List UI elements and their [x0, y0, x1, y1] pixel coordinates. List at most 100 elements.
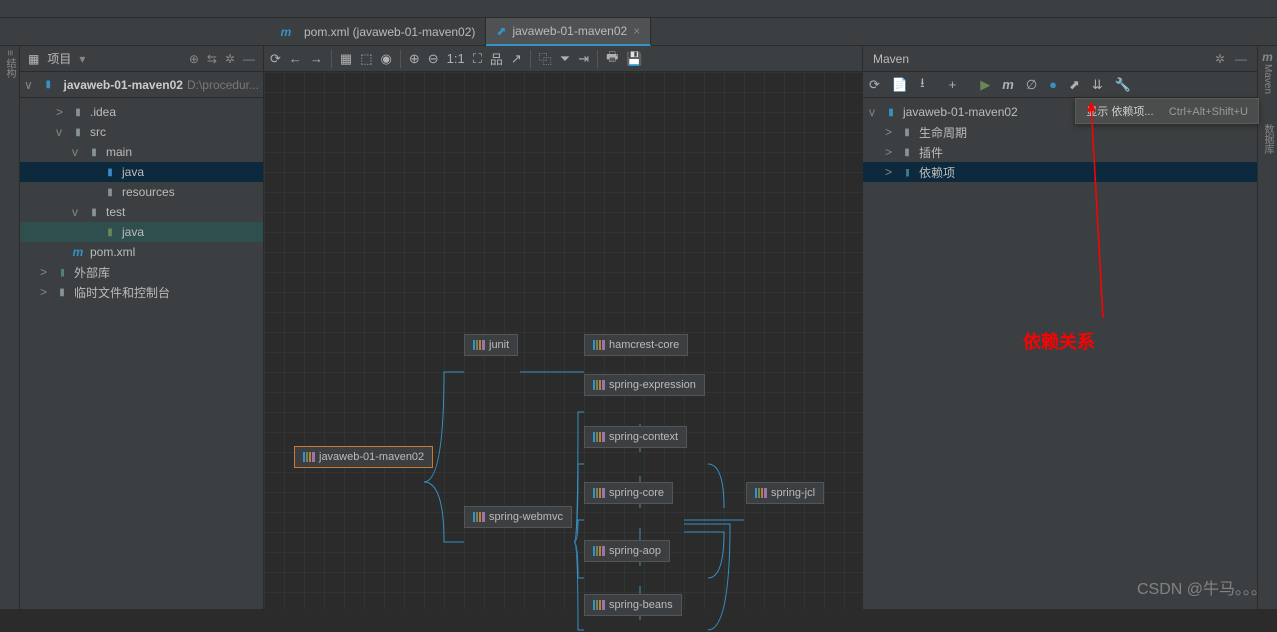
hide-icon[interactable]: — — [1235, 52, 1247, 66]
gutter-db[interactable]: 数据库 — [1260, 124, 1275, 154]
download-icon[interactable]: ⭳ — [920, 74, 925, 96]
tree-item[interactable]: resources — [20, 182, 263, 202]
maven-icon — [278, 24, 294, 40]
project-tree[interactable]: >.ideavsrcvmainjavaresourcesvtestjavapom… — [20, 98, 263, 609]
fitw-icon[interactable]: ⛶ — [473, 51, 482, 67]
structure-icon[interactable]: ≡ — [4, 50, 15, 56]
bc-name: javaweb-01-maven02 — [64, 78, 183, 92]
reload-icon[interactable]: ⟳ — [869, 77, 880, 93]
sel-icon[interactable]: ⬚ — [360, 51, 372, 67]
maven-icon[interactable]: m — [1262, 50, 1273, 64]
tree-item[interactable]: vsrc — [20, 122, 263, 142]
tooltip-text: 显示 依赖项... — [1086, 106, 1153, 118]
main-layout: ≡ 结构 ▦ 项目 ▾ ⊕ ⇆ ✲ — ∨ javaweb-01-maven02… — [0, 46, 1277, 609]
right-gutter[interactable]: m Maven 数据库 — [1257, 46, 1277, 609]
diagram-node-aop[interactable]: spring-aop — [584, 540, 670, 562]
right-area: Maven ✲ — ⟳ 📄 ⭳ + ▶ m ∅ ● ⬈ ⇊ 🔧 — [862, 46, 1277, 609]
gear-icon[interactable]: ✲ — [225, 52, 235, 66]
diagram-node-expr[interactable]: spring-expression — [584, 374, 705, 396]
left-gutter[interactable]: ≡ 结构 — [0, 46, 20, 609]
layout-icon[interactable]: 品 — [490, 49, 503, 68]
tree-item[interactable]: java — [20, 162, 263, 182]
tree-item[interactable]: >.idea — [20, 102, 263, 122]
maven-item[interactable]: >生命周期 — [863, 122, 1257, 142]
dropdown-icon[interactable]: ▾ — [79, 52, 85, 66]
add-icon[interactable]: + — [949, 77, 957, 92]
target-icon[interactable]: ⊕ — [189, 52, 199, 66]
back-icon[interactable]: ← — [289, 51, 302, 66]
m-icon[interactable]: m — [1002, 77, 1014, 92]
project-icon: ▦ — [28, 52, 39, 66]
fwd-icon[interactable]: → — [310, 51, 323, 66]
collapse-icon[interactable]: ⇊ — [1092, 77, 1103, 93]
hide-icon[interactable]: — — [243, 52, 255, 66]
run-icon[interactable]: ▶ — [980, 77, 990, 93]
eye-icon[interactable]: ◉ — [381, 51, 392, 67]
export-icon[interactable]: ⇥ — [578, 51, 589, 67]
tree-item[interactable]: vtest — [20, 202, 263, 222]
module-icon — [41, 77, 55, 93]
skip-icon[interactable]: ∅ — [1026, 77, 1037, 93]
tooltip: 显示 依赖项... Ctrl+Alt+Shift+U — [1075, 98, 1259, 124]
filter-icon[interactable]: ⏷ — [560, 51, 570, 67]
tab-label: pom.xml (javaweb-01-maven02) — [304, 25, 475, 39]
editor-tabs: pom.xml (javaweb-01-maven02) ⬈ javaweb-0… — [0, 18, 1277, 46]
tree-item[interactable]: vmain — [20, 142, 263, 162]
print-icon[interactable]: 🖶 — [606, 48, 618, 70]
chevron-down-icon[interactable]: ∨ — [24, 78, 33, 92]
diagram-node-hamcrest[interactable]: hamcrest-core — [584, 334, 688, 356]
tree-item[interactable]: pom.xml — [20, 242, 263, 262]
tooltip-shortcut: Ctrl+Alt+Shift+U — [1169, 106, 1248, 118]
diagram-edges — [264, 72, 834, 632]
titlebar — [0, 0, 1277, 18]
expand-icon[interactable]: ⇆ — [207, 52, 217, 66]
offline-icon[interactable]: ● — [1049, 77, 1057, 92]
breadcrumb: ∨ javaweb-01-maven02 D:\procedur... — [20, 72, 263, 98]
save-icon[interactable]: 💾 — [626, 51, 642, 67]
gutter-maven[interactable]: Maven — [1262, 64, 1273, 94]
show-deps-icon[interactable]: ⬈ — [1069, 77, 1080, 93]
diagram-node-jcl[interactable]: spring-jcl — [746, 482, 824, 504]
bc-path: D:\procedur... — [187, 78, 259, 92]
maven-toolbar: ⟳ 📄 ⭳ + ▶ m ∅ ● ⬈ ⇊ 🔧 — [863, 72, 1257, 98]
watermark: CSDN @牛马。。。 — [1137, 575, 1267, 599]
copy-icon[interactable]: ⿻ — [539, 49, 552, 68]
diagram-node-ctx[interactable]: spring-context — [584, 426, 687, 448]
project-panel: ▦ 项目 ▾ ⊕ ⇆ ✲ — ∨ javaweb-01-maven02 D:\p… — [20, 46, 264, 609]
generate-icon[interactable]: 📄 — [892, 77, 908, 93]
zoomout-icon[interactable]: ⊖ — [428, 51, 439, 67]
tab-pom[interactable]: pom.xml (javaweb-01-maven02) — [264, 18, 486, 46]
diagram-node-junit[interactable]: junit — [464, 334, 518, 356]
diagram-node-beans[interactable]: spring-beans — [584, 594, 682, 616]
zoomin-icon[interactable]: ⊕ — [409, 51, 420, 67]
diagram-node-root[interactable]: javaweb-01-maven02 — [294, 446, 433, 468]
diagram-toolbar: ⟳ ← → ▦ ⬚ ◉ ⊕ ⊖ 1:1 ⛶ 品 ↗ ⿻ ⏷ ⇥ 🖶 💾 — [264, 46, 862, 72]
maven-header: Maven ✲ — — [863, 46, 1257, 72]
gutter-label[interactable]: 结构 — [2, 58, 17, 78]
maven-panel: Maven ✲ — ⟳ 📄 ⭳ + ▶ m ∅ ● ⬈ ⇊ 🔧 — [863, 46, 1257, 609]
dependency-diagram[interactable]: javaweb-01-maven02 junit hamcrest-core spri… — [264, 72, 862, 609]
editor-content: ⟳ ← → ▦ ⬚ ◉ ⊕ ⊖ 1:1 ⛶ 品 ↗ ⿻ ⏷ ⇥ 🖶 💾 — [264, 46, 862, 609]
close-icon[interactable]: × — [633, 24, 640, 38]
route-icon[interactable]: ↗ — [511, 51, 522, 67]
fit-icon[interactable]: 1:1 — [447, 51, 465, 66]
gear-icon[interactable]: ✲ — [1215, 52, 1225, 66]
tree-item[interactable]: >临时文件和控制台 — [20, 282, 263, 302]
diagram-node-core[interactable]: spring-core — [584, 482, 673, 504]
project-panel-header: ▦ 项目 ▾ ⊕ ⇆ ✲ — — [20, 46, 263, 72]
diagram-node-webmvc[interactable]: spring-webmvc — [464, 506, 572, 528]
grid-icon[interactable]: ▦ — [340, 51, 352, 67]
wrench-icon[interactable]: 🔧 — [1115, 77, 1131, 93]
maven-title: Maven — [873, 52, 909, 66]
tree-item[interactable]: java — [20, 222, 263, 242]
refresh-icon[interactable]: ⟳ — [270, 51, 281, 67]
maven-tree[interactable]: vjavaweb-01-maven02>生命周期>插件>依赖项 显示 依赖项..… — [863, 98, 1257, 609]
diagram-icon: ⬈ — [496, 24, 506, 38]
tab-diagram[interactable]: ⬈ javaweb-01-maven02 × — [486, 18, 651, 46]
panel-title: 项目 — [47, 50, 71, 67]
annotation-text: 依赖关系 — [1023, 328, 1095, 354]
maven-item[interactable]: >依赖项 — [863, 162, 1257, 182]
tree-item[interactable]: >外部库 — [20, 262, 263, 282]
tab-label: javaweb-01-maven02 — [512, 24, 627, 38]
maven-item[interactable]: >插件 — [863, 142, 1257, 162]
